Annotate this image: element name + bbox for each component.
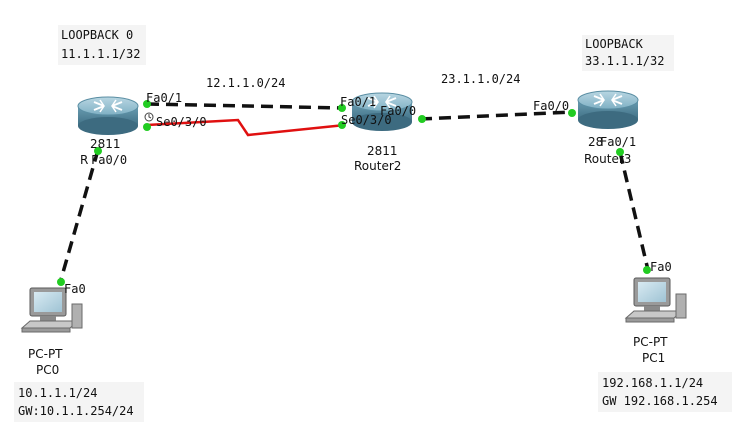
pc1-gateway-note: GW 192.168.1.254 [602,394,718,408]
loopback0-title: LOOPBACK 0 [61,28,133,42]
pc1-ip-note: 192.168.1.1/24 [602,376,703,390]
router3-name-label: Router3 [584,152,631,166]
status-light-r2-fa00 [418,115,426,123]
status-light-r1-fa01 [143,100,151,108]
router2-name-label: Router2 [354,159,401,173]
port-label-r3-fa01: Fa0/1 [600,135,636,149]
network-label-r1-r2: 12.1.1.0/24 [206,76,285,90]
pc1-name-label: PC1 [642,351,665,365]
status-light-pc0-fa0 [57,278,65,286]
router1-name-label: R [80,153,88,167]
pc1-icon[interactable] [625,277,687,323]
link-r1-r2-serial[interactable] [146,118,346,137]
pc1-note-bg [598,372,732,412]
status-light-r1-fa00 [94,147,102,155]
loopback0-address: 11.1.1.1/32 [61,47,140,61]
status-light-r1-se030 [143,123,151,131]
pc0-model-label: PC-PT [28,347,63,361]
link-r1-pc0[interactable] [58,149,100,284]
pc0-name-label: PC0 [36,363,59,377]
port-label-r1-fa00: Fa0/0 [91,153,127,167]
link-r3-pc1[interactable] [618,151,650,271]
loopback3-address: 33.1.1.1/32 [585,54,664,68]
port-label-r1-se030: Se0/3/0 [156,115,207,129]
port-label-pc1-fa0: Fa0 [650,260,672,274]
pc1-model-label: PC-PT [633,335,668,349]
pc0-gateway-note: GW:10.1.1.254/24 [18,404,134,418]
router2-model-label: 2811 [367,144,398,158]
port-label-r3-fa00: Fa0/0 [533,99,569,113]
loopback0-note-bg [58,25,146,65]
port-label-r2-se030: Se0/3/0 [341,113,392,127]
port-label-pc0-fa0: Fa0 [64,282,86,296]
status-light-r3-fa00 [568,109,576,117]
port-label-r1-fa01: Fa0/1 [146,91,182,105]
status-light-r2-se030 [338,121,346,129]
port-label-r2-fa01: Fa0/1 [340,95,376,109]
pc0-ip-note: 10.1.1.1/24 [18,386,97,400]
port-label-r2-fa00: Fa0/0 [380,104,416,118]
loopback3-title: LOOPBACK [585,37,644,51]
router3-model-label: 28 [588,135,603,149]
router1-icon[interactable] [77,96,139,136]
network-label-r2-r3: 23.1.1.0/24 [441,72,520,86]
clock-hand-icon [148,114,152,119]
router3-icon[interactable] [577,90,639,130]
loopback3-note-bg [582,35,674,71]
router1-model-label: 2811 [90,137,121,151]
status-light-r3-fa01 [616,148,624,156]
link-r2-r3[interactable] [419,110,573,121]
pc0-note-bg [14,382,144,422]
status-light-r2-fa01 [338,104,346,112]
status-light-pc1-fa0 [643,266,651,274]
link-r1-r2-ethernet[interactable] [146,102,346,110]
